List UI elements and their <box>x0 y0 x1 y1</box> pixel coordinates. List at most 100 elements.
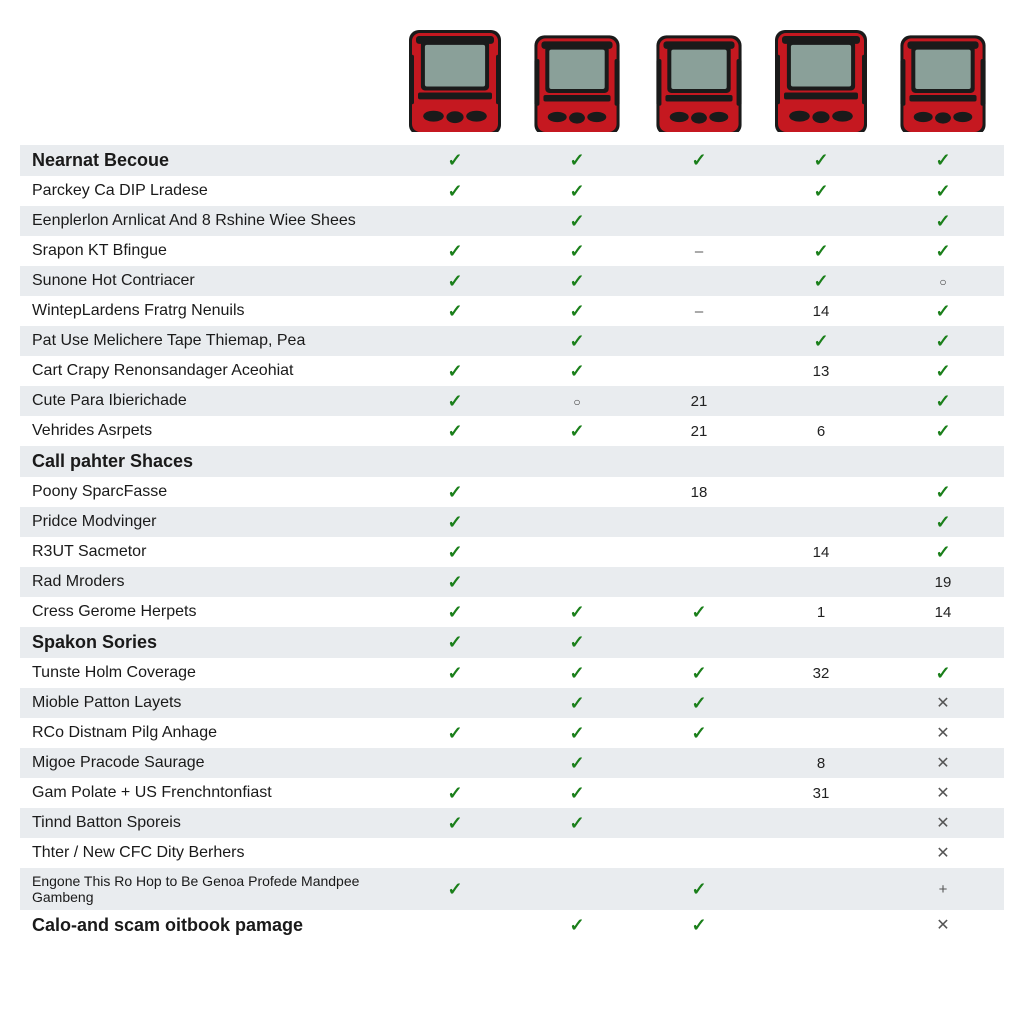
cell <box>638 778 760 808</box>
cell <box>516 567 638 597</box>
cell: ✓ <box>394 537 516 567</box>
cell: 19 <box>882 567 1004 597</box>
cell: ✓ <box>638 910 760 941</box>
cell <box>394 910 516 941</box>
cell: ✕ <box>882 910 1004 941</box>
table-row: Migoe Pracode Saurage✓8✕ <box>20 748 1004 778</box>
cross-icon: ✕ <box>936 786 949 802</box>
circle-icon: ○ <box>939 276 946 288</box>
cell: ✓ <box>882 386 1004 416</box>
cell <box>638 176 760 206</box>
check-icon: ✓ <box>569 633 584 651</box>
row-label: Migoe Pracode Saurage <box>20 748 394 778</box>
cell: ✓ <box>638 718 760 748</box>
cell <box>638 356 760 386</box>
cell: 14 <box>760 296 882 326</box>
cell: ✓ <box>516 296 638 326</box>
row-label: Srapon KT Bfingue <box>20 236 394 266</box>
row-label: Eenplerlon Arnlicat And 8 Rshine Wiee Sh… <box>20 206 394 236</box>
check-icon: ✓ <box>569 272 584 290</box>
table-row: Cute Para Ibierichade✓○21✓ <box>20 386 1004 416</box>
cell-value: 1 <box>817 604 825 621</box>
table-row: Tinnd Batton Sporeis✓✓✕ <box>20 808 1004 838</box>
cell <box>760 507 882 537</box>
cell-value: 32 <box>813 665 830 682</box>
check-icon: ✓ <box>813 332 828 350</box>
product-col-4 <box>760 18 882 145</box>
cell: ✓ <box>394 176 516 206</box>
cell: ✓ <box>638 145 760 176</box>
check-icon: ✓ <box>569 664 584 682</box>
cell <box>760 910 882 941</box>
check-icon: ✓ <box>935 664 950 682</box>
cell: ✓ <box>516 808 638 838</box>
table-row: WintepLardens Fratrg Nenuils✓✓–14✓ <box>20 296 1004 326</box>
device-icon <box>771 22 871 132</box>
check-icon: ✓ <box>691 724 706 742</box>
cell: ✓ <box>516 748 638 778</box>
check-icon: ✓ <box>935 483 950 501</box>
check-icon: ✓ <box>569 422 584 440</box>
cell: ✓ <box>760 266 882 296</box>
cell: – <box>638 296 760 326</box>
cell: 21 <box>638 386 760 416</box>
row-label: Thter / New CFC Dity Berhers <box>20 838 394 868</box>
cell: ✓ <box>516 718 638 748</box>
check-icon: ✓ <box>447 483 462 501</box>
table-row: Srapon KT Bfingue✓✓–✓✓ <box>20 236 1004 266</box>
check-icon: ✓ <box>569 916 584 934</box>
cell-value: 14 <box>813 544 830 561</box>
cell-value: 14 <box>935 604 952 621</box>
cell: ✓ <box>516 236 638 266</box>
table-row: Thter / New CFC Dity Berhers✕ <box>20 838 1004 868</box>
cell-value: 19 <box>935 574 952 591</box>
cell: ✓ <box>394 145 516 176</box>
cell: ✓ <box>394 416 516 446</box>
check-icon: ✓ <box>447 880 462 898</box>
check-icon: ✓ <box>691 664 706 682</box>
cell <box>760 868 882 910</box>
check-icon: ✓ <box>447 633 462 651</box>
cell: 21 <box>638 416 760 446</box>
cell: ✓ <box>516 176 638 206</box>
cell: ○ <box>516 386 638 416</box>
cell: ✓ <box>394 236 516 266</box>
cell: 6 <box>760 416 882 446</box>
row-label: Sunone Hot Contriacer <box>20 266 394 296</box>
device-icon <box>405 22 505 132</box>
cell <box>516 537 638 567</box>
cell: ✓ <box>516 627 638 658</box>
cell <box>760 688 882 718</box>
cell: ✓ <box>760 326 882 356</box>
cell <box>394 446 516 477</box>
check-icon: ✓ <box>569 332 584 350</box>
cell: 31 <box>760 778 882 808</box>
check-icon: ✓ <box>447 422 462 440</box>
section-row: Nearnat Becoue✓✓✓✓✓ <box>20 145 1004 176</box>
cell: ✓ <box>394 778 516 808</box>
cell <box>638 567 760 597</box>
product-col-1 <box>394 18 516 145</box>
cell: ✓ <box>516 658 638 688</box>
table-row: Mioble Patton Layets✓✓✕ <box>20 688 1004 718</box>
cell <box>760 627 882 658</box>
cell <box>638 748 760 778</box>
check-icon: ✓ <box>935 302 950 320</box>
row-label: RCo Distnam Pilg Anhage <box>20 718 394 748</box>
cell <box>882 627 1004 658</box>
check-icon: ✓ <box>813 242 828 260</box>
cell <box>516 868 638 910</box>
cell: ✓ <box>516 145 638 176</box>
table-row: Tunste Holm Coverage✓✓✓32✓ <box>20 658 1004 688</box>
cell: ✓ <box>516 266 638 296</box>
table-row: Rad Mroders✓19 <box>20 567 1004 597</box>
cell: 13 <box>760 356 882 386</box>
plus-icon: + <box>939 881 948 898</box>
cell <box>638 808 760 838</box>
cell <box>760 446 882 477</box>
cell: ✓ <box>882 658 1004 688</box>
cell: ✓ <box>882 296 1004 326</box>
check-icon: ✓ <box>813 182 828 200</box>
cell: ✕ <box>882 778 1004 808</box>
cell: ○ <box>882 266 1004 296</box>
